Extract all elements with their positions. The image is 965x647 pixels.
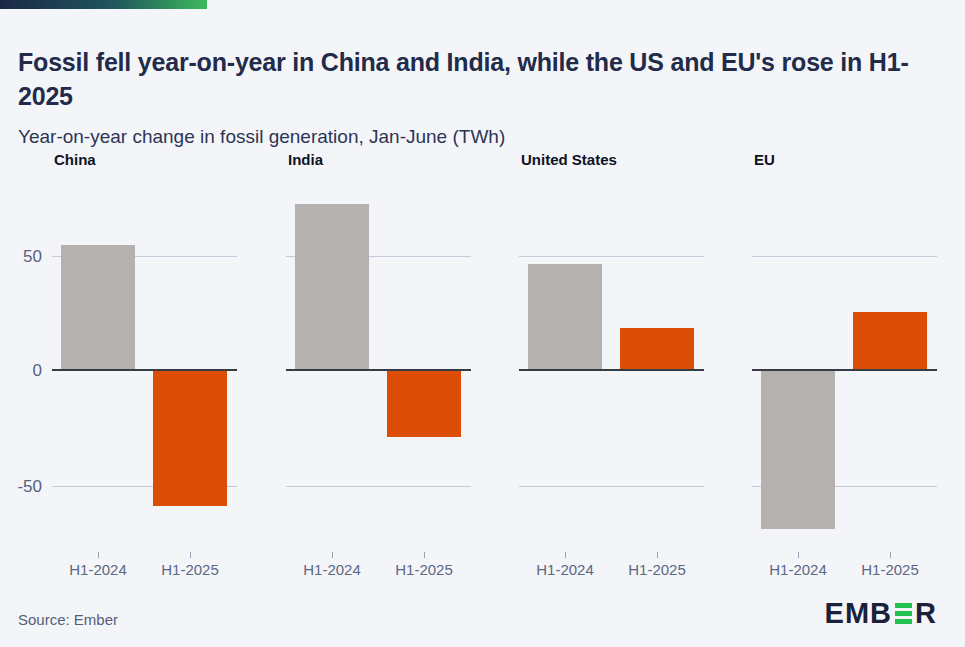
logo-text-right: R: [915, 597, 937, 630]
bar-h1-2025: [387, 370, 461, 437]
axis-tick: [657, 552, 658, 558]
chart-card: Fossil fell year-on-year in China and In…: [0, 0, 965, 647]
axis-tick: [332, 552, 333, 558]
x-axis-label: H1-2025: [145, 561, 235, 578]
x-axis-label: H1-2025: [612, 561, 702, 578]
gridline: [752, 256, 937, 257]
x-axis-label: H1-2024: [53, 561, 143, 578]
ember-logo: EMB R: [825, 597, 937, 630]
x-axis-label: H1-2024: [753, 561, 843, 578]
axis-tick: [98, 552, 99, 558]
axis-tick: [565, 552, 566, 558]
bar-h1-2025: [153, 370, 227, 506]
panel-title: India: [288, 151, 323, 168]
panel-title: China: [54, 151, 96, 168]
axis-tick: [798, 552, 799, 558]
axis-tick: [190, 552, 191, 558]
zero-axis-line: [286, 369, 471, 371]
y-axis-label: -50: [0, 477, 42, 497]
axis-tick: [424, 552, 425, 558]
zero-axis-line: [52, 369, 237, 371]
x-axis-label: H1-2025: [379, 561, 469, 578]
x-axis-label: H1-2024: [287, 561, 377, 578]
panel-title: United States: [521, 151, 617, 168]
bar-h1-2024: [295, 204, 369, 370]
logo-bars-icon: [895, 603, 912, 624]
chart-area: 50 0 -50 ChinaH1-2024H1-2025IndiaH1-2024…: [0, 0, 965, 647]
gridline: [286, 486, 471, 487]
bar-h1-2024: [61, 245, 135, 370]
bar-h1-2024: [761, 370, 835, 529]
axis-tick: [890, 552, 891, 558]
x-axis-label: H1-2024: [520, 561, 610, 578]
bar-h1-2024: [528, 264, 602, 370]
logo-text-left: EMB: [825, 597, 892, 630]
y-axis-label: 50: [0, 247, 42, 267]
x-axis-label: H1-2025: [845, 561, 935, 578]
bar-h1-2025: [853, 312, 927, 370]
bar-h1-2025: [620, 328, 694, 370]
zero-axis-line: [519, 369, 704, 371]
zero-axis-line: [752, 369, 937, 371]
gridline: [519, 256, 704, 257]
gridline: [519, 486, 704, 487]
panel-title: EU: [754, 151, 775, 168]
source-text: Source: Ember: [18, 611, 118, 628]
y-axis-label: 0: [0, 361, 42, 381]
